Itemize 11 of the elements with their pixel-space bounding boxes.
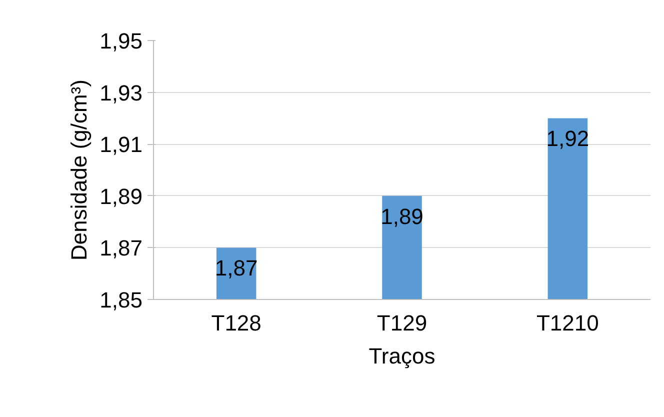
y-tick-label: 1,91 [100,132,143,158]
x-tick-label: T129 [376,310,428,336]
y-tick-label: 1,85 [100,288,143,312]
y-axis-title: Densidade (g/cm³) [66,80,92,260]
y-tick-label: 1,87 [100,236,143,261]
x-tick-label: T128 [211,310,262,336]
y-tick-label: 1,89 [100,184,143,209]
x-tick-label: T1210 [536,310,599,336]
y-tick-label: 1,93 [100,80,143,106]
y-tick-label: 1,95 [100,28,143,54]
x-axis-title: Traços [368,344,436,368]
